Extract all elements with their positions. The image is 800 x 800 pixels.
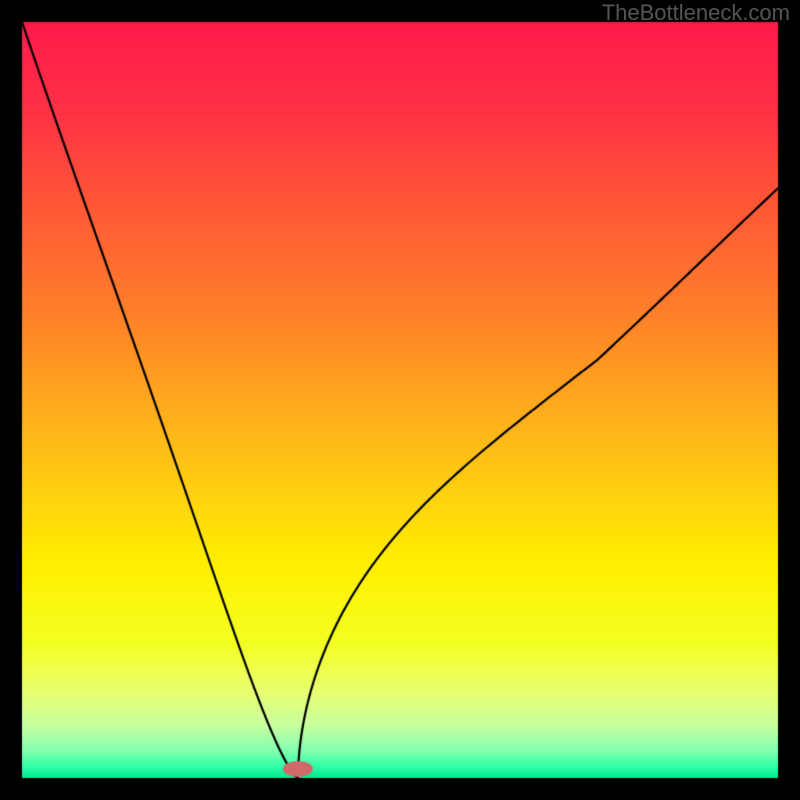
chart-stage: TheBottleneck.com xyxy=(0,0,800,800)
bottleneck-chart xyxy=(0,0,800,800)
